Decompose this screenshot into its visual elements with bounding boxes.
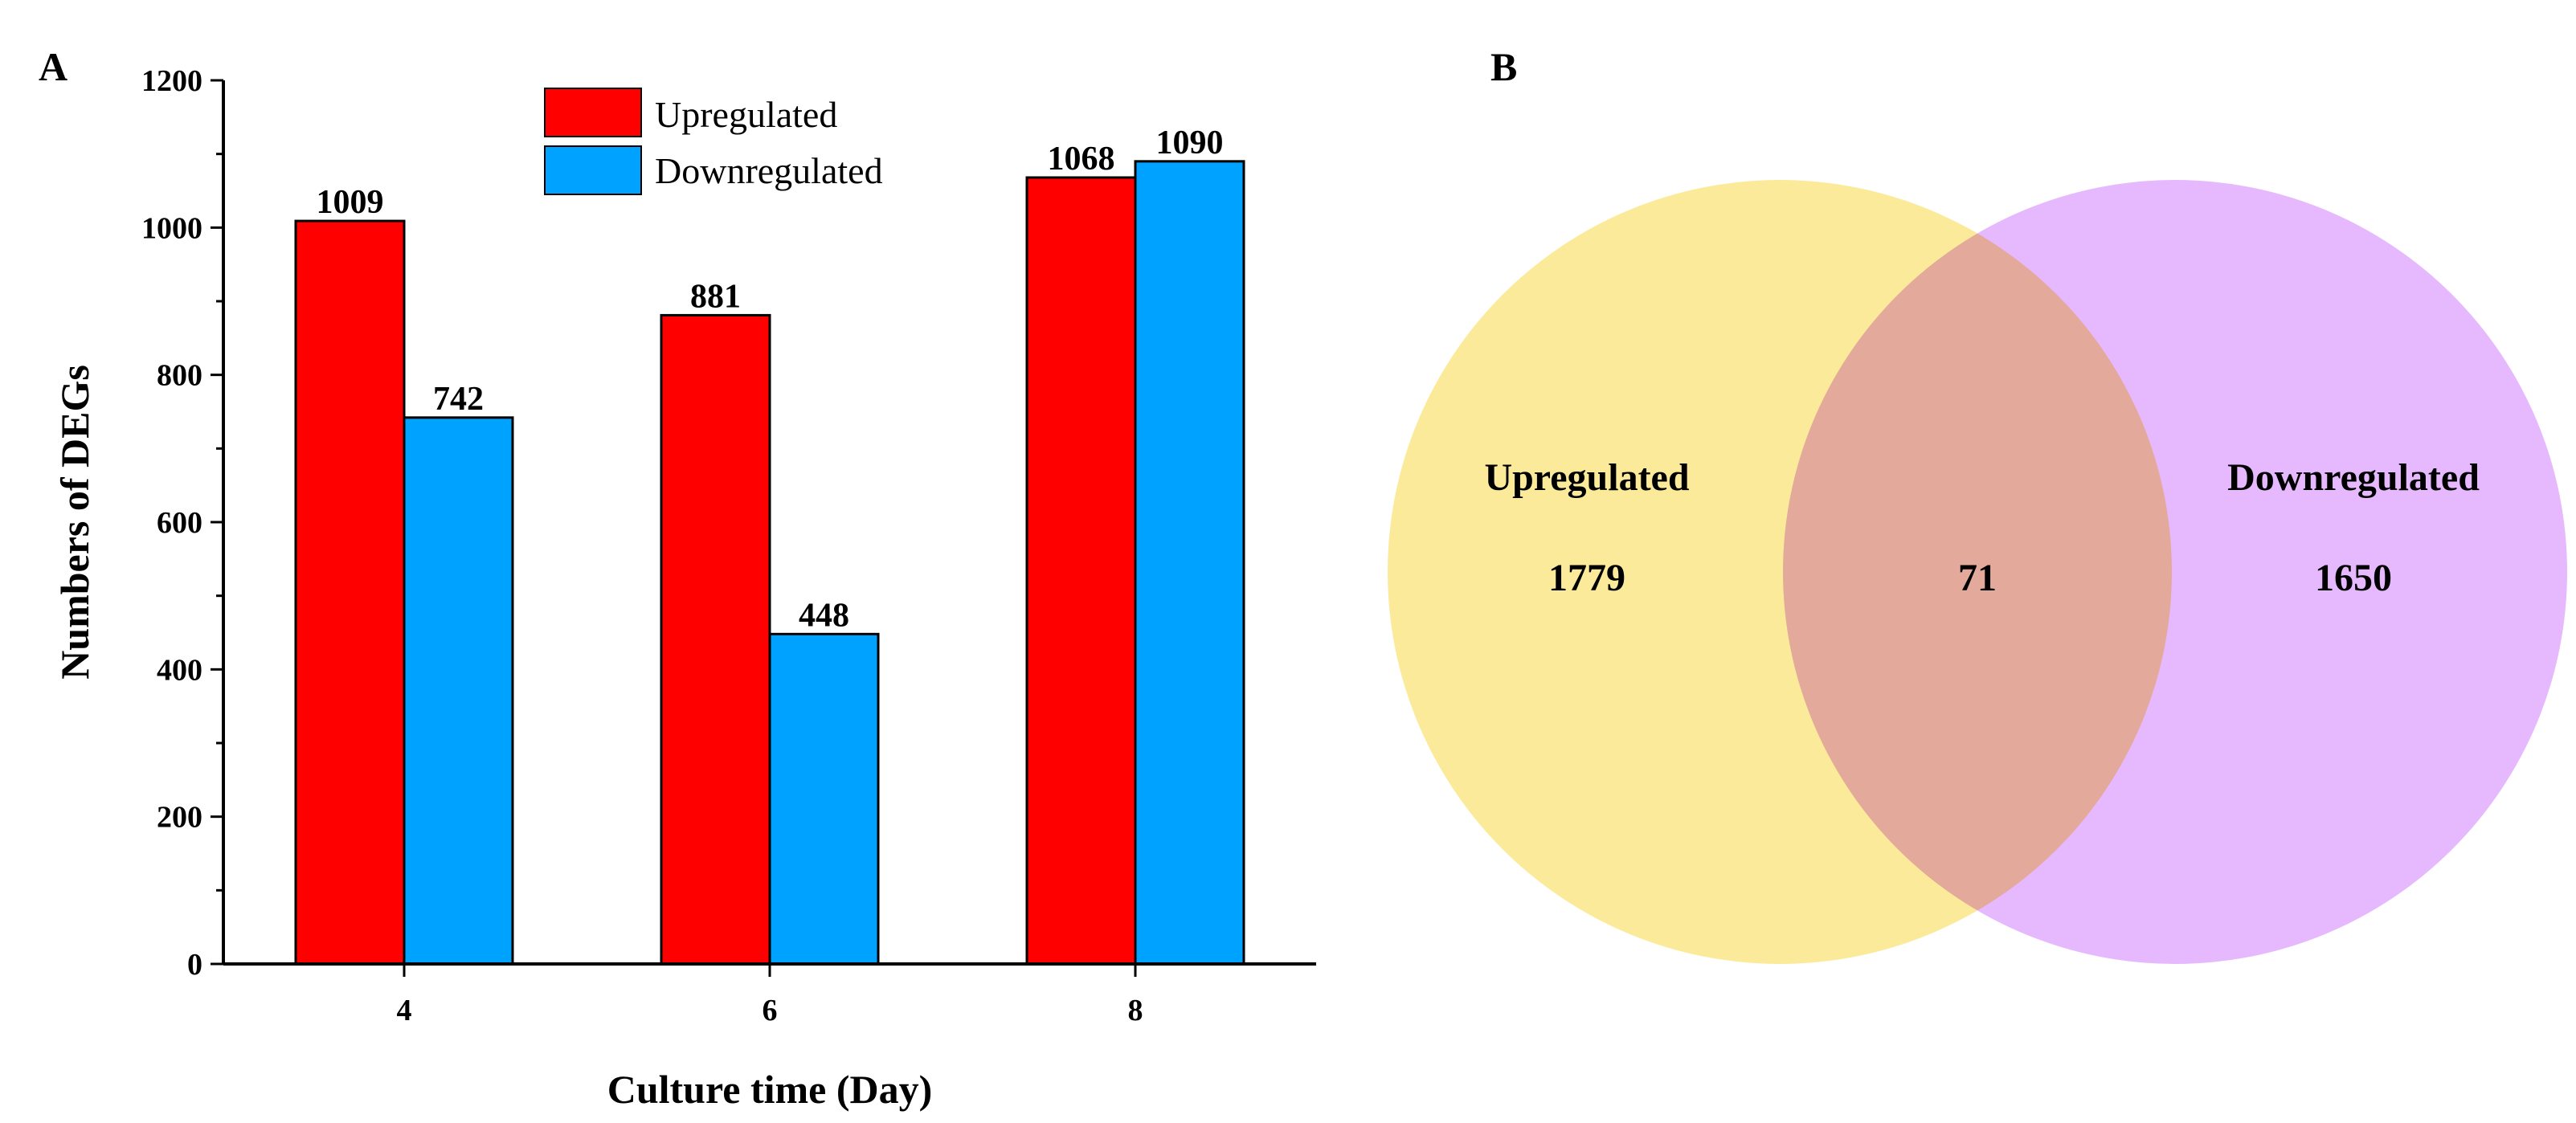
y-tick-label-0: 0 (187, 948, 202, 982)
legend-swatch-upregulated (544, 88, 642, 137)
x-tick-label-4: 4 (397, 994, 412, 1027)
bar-upregulated-day-6 (660, 313, 771, 966)
data-label-downregulated-day-6: 448 (799, 597, 849, 634)
bar-downregulated-day-4 (403, 416, 514, 966)
x-axis-title: Culture time (Day) (607, 1067, 933, 1112)
data-label-upregulated-day-6: 881 (690, 278, 741, 315)
panel-label-b: B (1490, 44, 1517, 89)
bar-group (294, 160, 1245, 966)
bar-chart: 1009 742 881 448 1068 1090 0 200 400 600 800 1000 1… (52, 64, 1316, 1112)
y-tick-label-200: 200 (157, 801, 202, 835)
venn-count-upregulated: 1779 (1548, 557, 1625, 599)
bar-downregulated-day-6 (768, 632, 880, 966)
venn-diagram: Upregulated 1779 71 Downregulated 1650 (1388, 180, 2567, 964)
y-axis-title: Numbers of DEGs (52, 365, 97, 680)
venn-count-downregulated: 1650 (2315, 557, 2392, 599)
bar-downregulated-day-8 (1134, 160, 1245, 966)
y-tick-label-600: 600 (157, 506, 202, 540)
bar-upregulated-day-8 (1025, 176, 1137, 966)
y-tick-label-1200: 1200 (141, 64, 202, 98)
legend-label-downregulated: Downregulated (655, 150, 883, 191)
y-axis-ticks: 0 200 400 600 800 1000 1200 (141, 64, 223, 982)
x-tick-label-6: 6 (763, 994, 778, 1027)
data-label-upregulated-day-4: 1009 (317, 184, 384, 221)
venn-circle-downregulated (1783, 180, 2567, 964)
x-tick-label-8: 8 (1128, 994, 1143, 1027)
venn-label-downregulated: Downregulated (2227, 456, 2480, 499)
venn-count-intersection: 71 (1958, 557, 1997, 599)
x-axis-ticks: 4 6 8 (397, 964, 1143, 1027)
venn-label-upregulated: Upregulated (1484, 456, 1689, 499)
panel-label-a: A (39, 44, 67, 89)
legend: Upregulated Downregulated (544, 88, 883, 195)
bar-upregulated-day-4 (294, 219, 406, 966)
data-label-downregulated-day-4: 742 (433, 381, 484, 418)
y-tick-label-1000: 1000 (141, 211, 202, 245)
legend-label-upregulated: Upregulated (655, 94, 837, 135)
y-tick-label-400: 400 (157, 653, 202, 687)
data-label-downregulated-day-8: 1090 (1156, 125, 1224, 161)
data-label-upregulated-day-8: 1068 (1048, 141, 1115, 178)
y-tick-label-800: 800 (157, 359, 202, 393)
legend-swatch-downregulated (544, 145, 642, 195)
data-label-group: 1009 742 881 448 1068 1090 (317, 125, 1224, 634)
